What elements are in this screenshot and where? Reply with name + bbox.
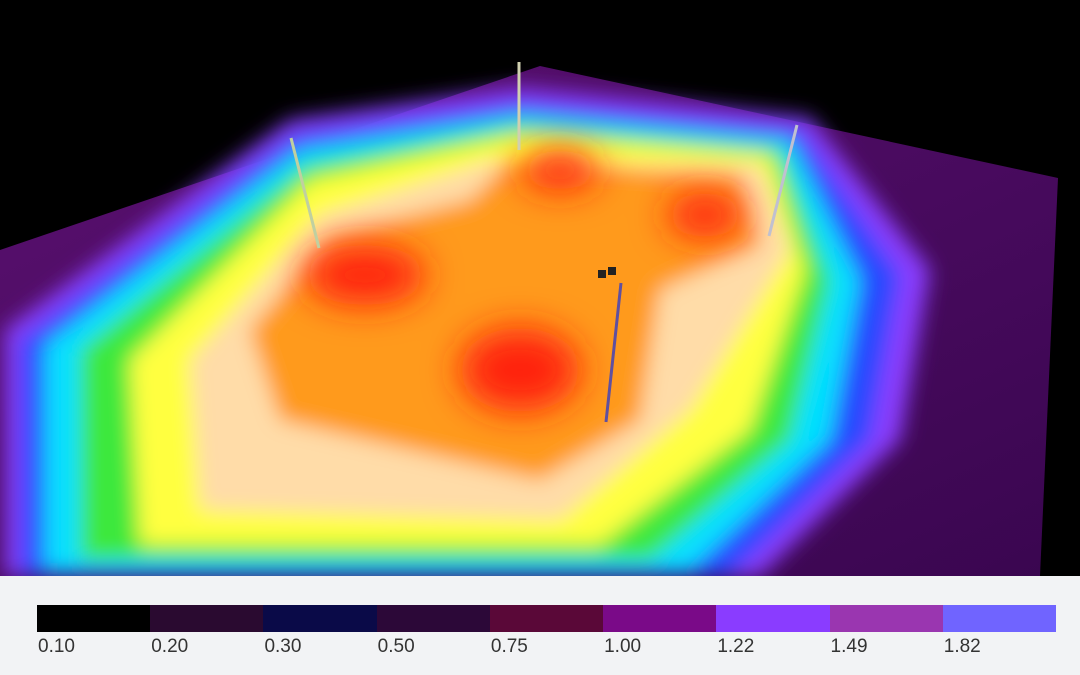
legend-panel: 0.10 0.20 0.30 0.50 0.75 1.00 1.22 1.49 1.82 <box>0 576 1080 675</box>
legend-swatch <box>716 605 830 632</box>
legend-item: 1.49 <box>829 605 943 658</box>
legend-label: 0.75 <box>490 636 528 657</box>
legend-label: 1.22 <box>717 636 755 657</box>
legend-swatch <box>603 605 717 632</box>
pole <box>767 124 799 237</box>
legend-label: 0.30 <box>264 636 302 657</box>
hot-spot <box>460 328 580 412</box>
legend-swatch <box>37 605 151 632</box>
legend-item: 1.22 <box>716 605 830 658</box>
light-poles <box>289 62 799 423</box>
legend-item: 1.00 <box>603 605 717 658</box>
hot-spot <box>522 150 598 190</box>
legend-label: 0.50 <box>377 636 415 657</box>
legend-item: 0.75 <box>489 605 604 658</box>
legend-label: 1.82 <box>943 636 981 657</box>
pole <box>289 137 321 249</box>
legend-label: 1.49 <box>830 636 868 657</box>
legend-swatch <box>829 605 943 632</box>
hot-spot <box>305 245 425 305</box>
fixture <box>598 270 606 278</box>
legend-swatch <box>376 605 490 632</box>
hot-spots <box>305 150 743 412</box>
legend-item: 0.30 <box>263 605 377 658</box>
legend-label: 0.10 <box>38 636 75 657</box>
pole <box>604 282 623 423</box>
legend-item: 0.50 <box>376 605 490 658</box>
legend-label: 0.20 <box>151 636 189 657</box>
legend-item: 0.10 <box>37 605 151 658</box>
legend: 0.10 0.20 0.30 0.50 0.75 1.00 1.22 1.49 1.82 <box>37 605 1056 658</box>
legend-swatch <box>150 605 264 632</box>
fixture <box>608 267 616 275</box>
legend-item: 0.20 <box>150 605 264 658</box>
scene <box>0 62 1058 576</box>
legend-swatch <box>489 605 604 632</box>
hot-spot <box>667 193 743 237</box>
legend-item: 1.82 <box>942 605 1056 658</box>
legend-swatch <box>263 605 377 632</box>
legend-label: 1.00 <box>604 636 642 657</box>
legend-swatch <box>942 605 1056 632</box>
band-orange <box>250 160 760 480</box>
